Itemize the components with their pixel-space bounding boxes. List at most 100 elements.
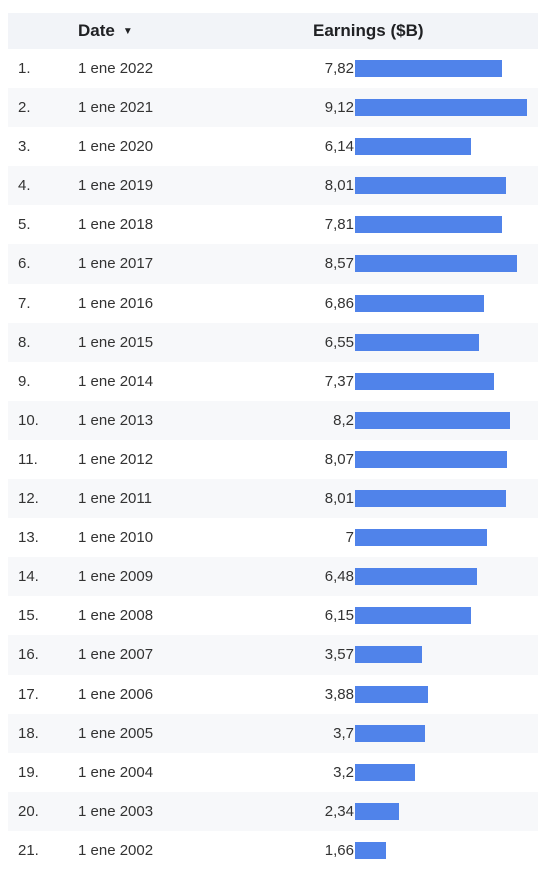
row-earnings-value: 3,88: [324, 685, 354, 703]
row-rank: 13.: [18, 529, 39, 547]
row-earnings-value: 8,57: [324, 255, 354, 273]
row-date: 1 ene 2016: [78, 294, 154, 312]
row-date: 1 ene 2005: [78, 724, 154, 742]
row-date: 1 ene 2011: [78, 490, 152, 508]
row-earnings-value: 7,82: [324, 60, 354, 77]
table-header: Date ▼ Earnings ($B): [8, 13, 538, 49]
earnings-bar: [355, 99, 527, 117]
row-earnings-value: 6,48: [324, 568, 354, 586]
table-row: 16. 1 ene 2007 3,57: [8, 635, 538, 675]
row-rank: 15.: [18, 607, 39, 625]
table-row: 17. 1 ene 2006 3,88: [8, 675, 538, 714]
table-row: 7. 1 ene 2016 6,86: [8, 284, 538, 323]
row-earnings-value: 7,37: [324, 372, 354, 390]
earnings-bar: [355, 529, 488, 547]
table-row: 18. 1 ene 2005 3,7: [8, 713, 538, 753]
row-date: 1 ene 2007: [78, 646, 154, 664]
row-rank: 10.: [18, 411, 39, 429]
earnings-bar: [355, 646, 423, 664]
row-rank: 1.: [18, 60, 31, 77]
row-earnings-value: 1,66: [324, 841, 354, 859]
earnings-bar: [355, 411, 510, 429]
earnings-bar: [355, 568, 478, 586]
earnings-bar: [355, 138, 471, 156]
earnings-bar: [355, 607, 471, 625]
row-rank: 19.: [18, 763, 39, 781]
table-row: 19. 1 ene 2004 3,2: [8, 753, 538, 792]
earnings-table: Date ▼ Earnings ($B) 1. 1 ene 2022 7,82 2. 1 …: [8, 13, 538, 870]
earnings-bar: [355, 450, 508, 468]
table-row: 15. 1 ene 2008 6,15: [8, 596, 538, 635]
row-date: 1 ene 2021: [78, 99, 154, 117]
row-rank: 4.: [18, 177, 31, 195]
table-row: 9. 1 ene 2014 7,37: [8, 362, 538, 401]
table-row: 21. 1 ene 2002 1,66: [8, 831, 538, 870]
row-date: 1 ene 2017: [78, 255, 154, 273]
row-date: 1 ene 2022: [78, 60, 154, 77]
row-earnings-value: 6,86: [324, 294, 354, 312]
row-rank: 21.: [18, 841, 39, 859]
row-date: 1 ene 2006: [78, 685, 154, 703]
row-earnings-value: 3,7: [333, 724, 354, 742]
earnings-bar: [355, 802, 400, 820]
table-row: 2. 1 ene 2021 9,12: [8, 88, 538, 128]
table-row: 1. 1 ene 2022 7,82: [8, 49, 538, 88]
earnings-bar: [355, 333, 479, 351]
row-earnings-value: 9,12: [324, 99, 354, 117]
row-earnings-value: 6,55: [324, 333, 354, 351]
earnings-column-header[interactable]: Earnings ($B): [313, 21, 424, 40]
row-rank: 7.: [18, 294, 31, 312]
earnings-bar: [355, 216, 503, 234]
row-earnings-value: 7,81: [324, 216, 354, 234]
row-date: 1 ene 2012: [78, 450, 154, 468]
row-earnings-value: 3,57: [324, 646, 354, 664]
row-date: 1 ene 2014: [78, 372, 154, 390]
row-rank: 8.: [18, 333, 31, 351]
row-earnings-value: 3,2: [333, 763, 354, 781]
table-row: 10. 1 ene 2013 8,2: [8, 400, 538, 440]
table-row: 13. 1 ene 2010 7: [8, 518, 538, 557]
sort-down-icon: ▼: [122, 26, 133, 37]
row-earnings-value: 8,01: [324, 177, 354, 195]
earnings-bar: [355, 724, 425, 742]
earnings-bar: [355, 255, 517, 273]
table-row: 12. 1 ene 2011 8,01: [8, 479, 538, 519]
row-date: 1 ene 2019: [78, 177, 154, 195]
row-rank: 12.: [18, 490, 39, 508]
row-earnings-value: 6,15: [324, 607, 354, 625]
earnings-bar: [355, 685, 429, 703]
earnings-bar: [355, 60, 503, 77]
table-row: 11. 1 ene 2012 8,07: [8, 440, 538, 479]
row-earnings-value: 7: [345, 529, 354, 547]
row-date: 1 ene 2004: [78, 763, 154, 781]
row-earnings-value: 2,34: [324, 802, 354, 820]
row-date: 1 ene 2009: [78, 568, 154, 586]
earnings-bar: [355, 490, 507, 508]
earnings-bar: [355, 763, 416, 781]
row-date: 1 ene 2013: [78, 411, 154, 429]
row-rank: 2.: [18, 99, 31, 117]
row-rank: 20.: [18, 802, 39, 820]
row-date: 1 ene 2010: [78, 529, 154, 547]
row-earnings-value: 8,01: [324, 490, 354, 508]
row-rank: 6.: [18, 255, 31, 273]
table-row: 6. 1 ene 2017 8,57: [8, 244, 538, 284]
row-earnings-value: 6,14: [324, 138, 354, 156]
row-rank: 11.: [18, 450, 38, 468]
date-column-header[interactable]: Date ▼: [78, 13, 133, 50]
table-row: 8. 1 ene 2015 6,55: [8, 322, 538, 362]
row-date: 1 ene 2015: [78, 333, 154, 351]
table-row: 4. 1 ene 2019 8,01: [8, 166, 538, 206]
date-header-label: Date: [78, 21, 115, 40]
row-date: 1 ene 2002: [78, 841, 154, 859]
earnings-bar: [355, 294, 485, 312]
table-row: 14. 1 ene 2009 6,48: [8, 557, 538, 597]
row-rank: 17.: [18, 685, 39, 703]
earnings-bar: [355, 372, 494, 390]
row-earnings-value: 8,2: [333, 411, 354, 429]
row-rank: 18.: [18, 724, 39, 742]
row-rank: 5.: [18, 216, 31, 234]
row-date: 1 ene 2003: [78, 802, 154, 820]
table-body: 1. 1 ene 2022 7,82 2. 1 ene 2021 9,12 3. 1 ene …: [8, 49, 538, 870]
row-rank: 14.: [18, 568, 39, 586]
